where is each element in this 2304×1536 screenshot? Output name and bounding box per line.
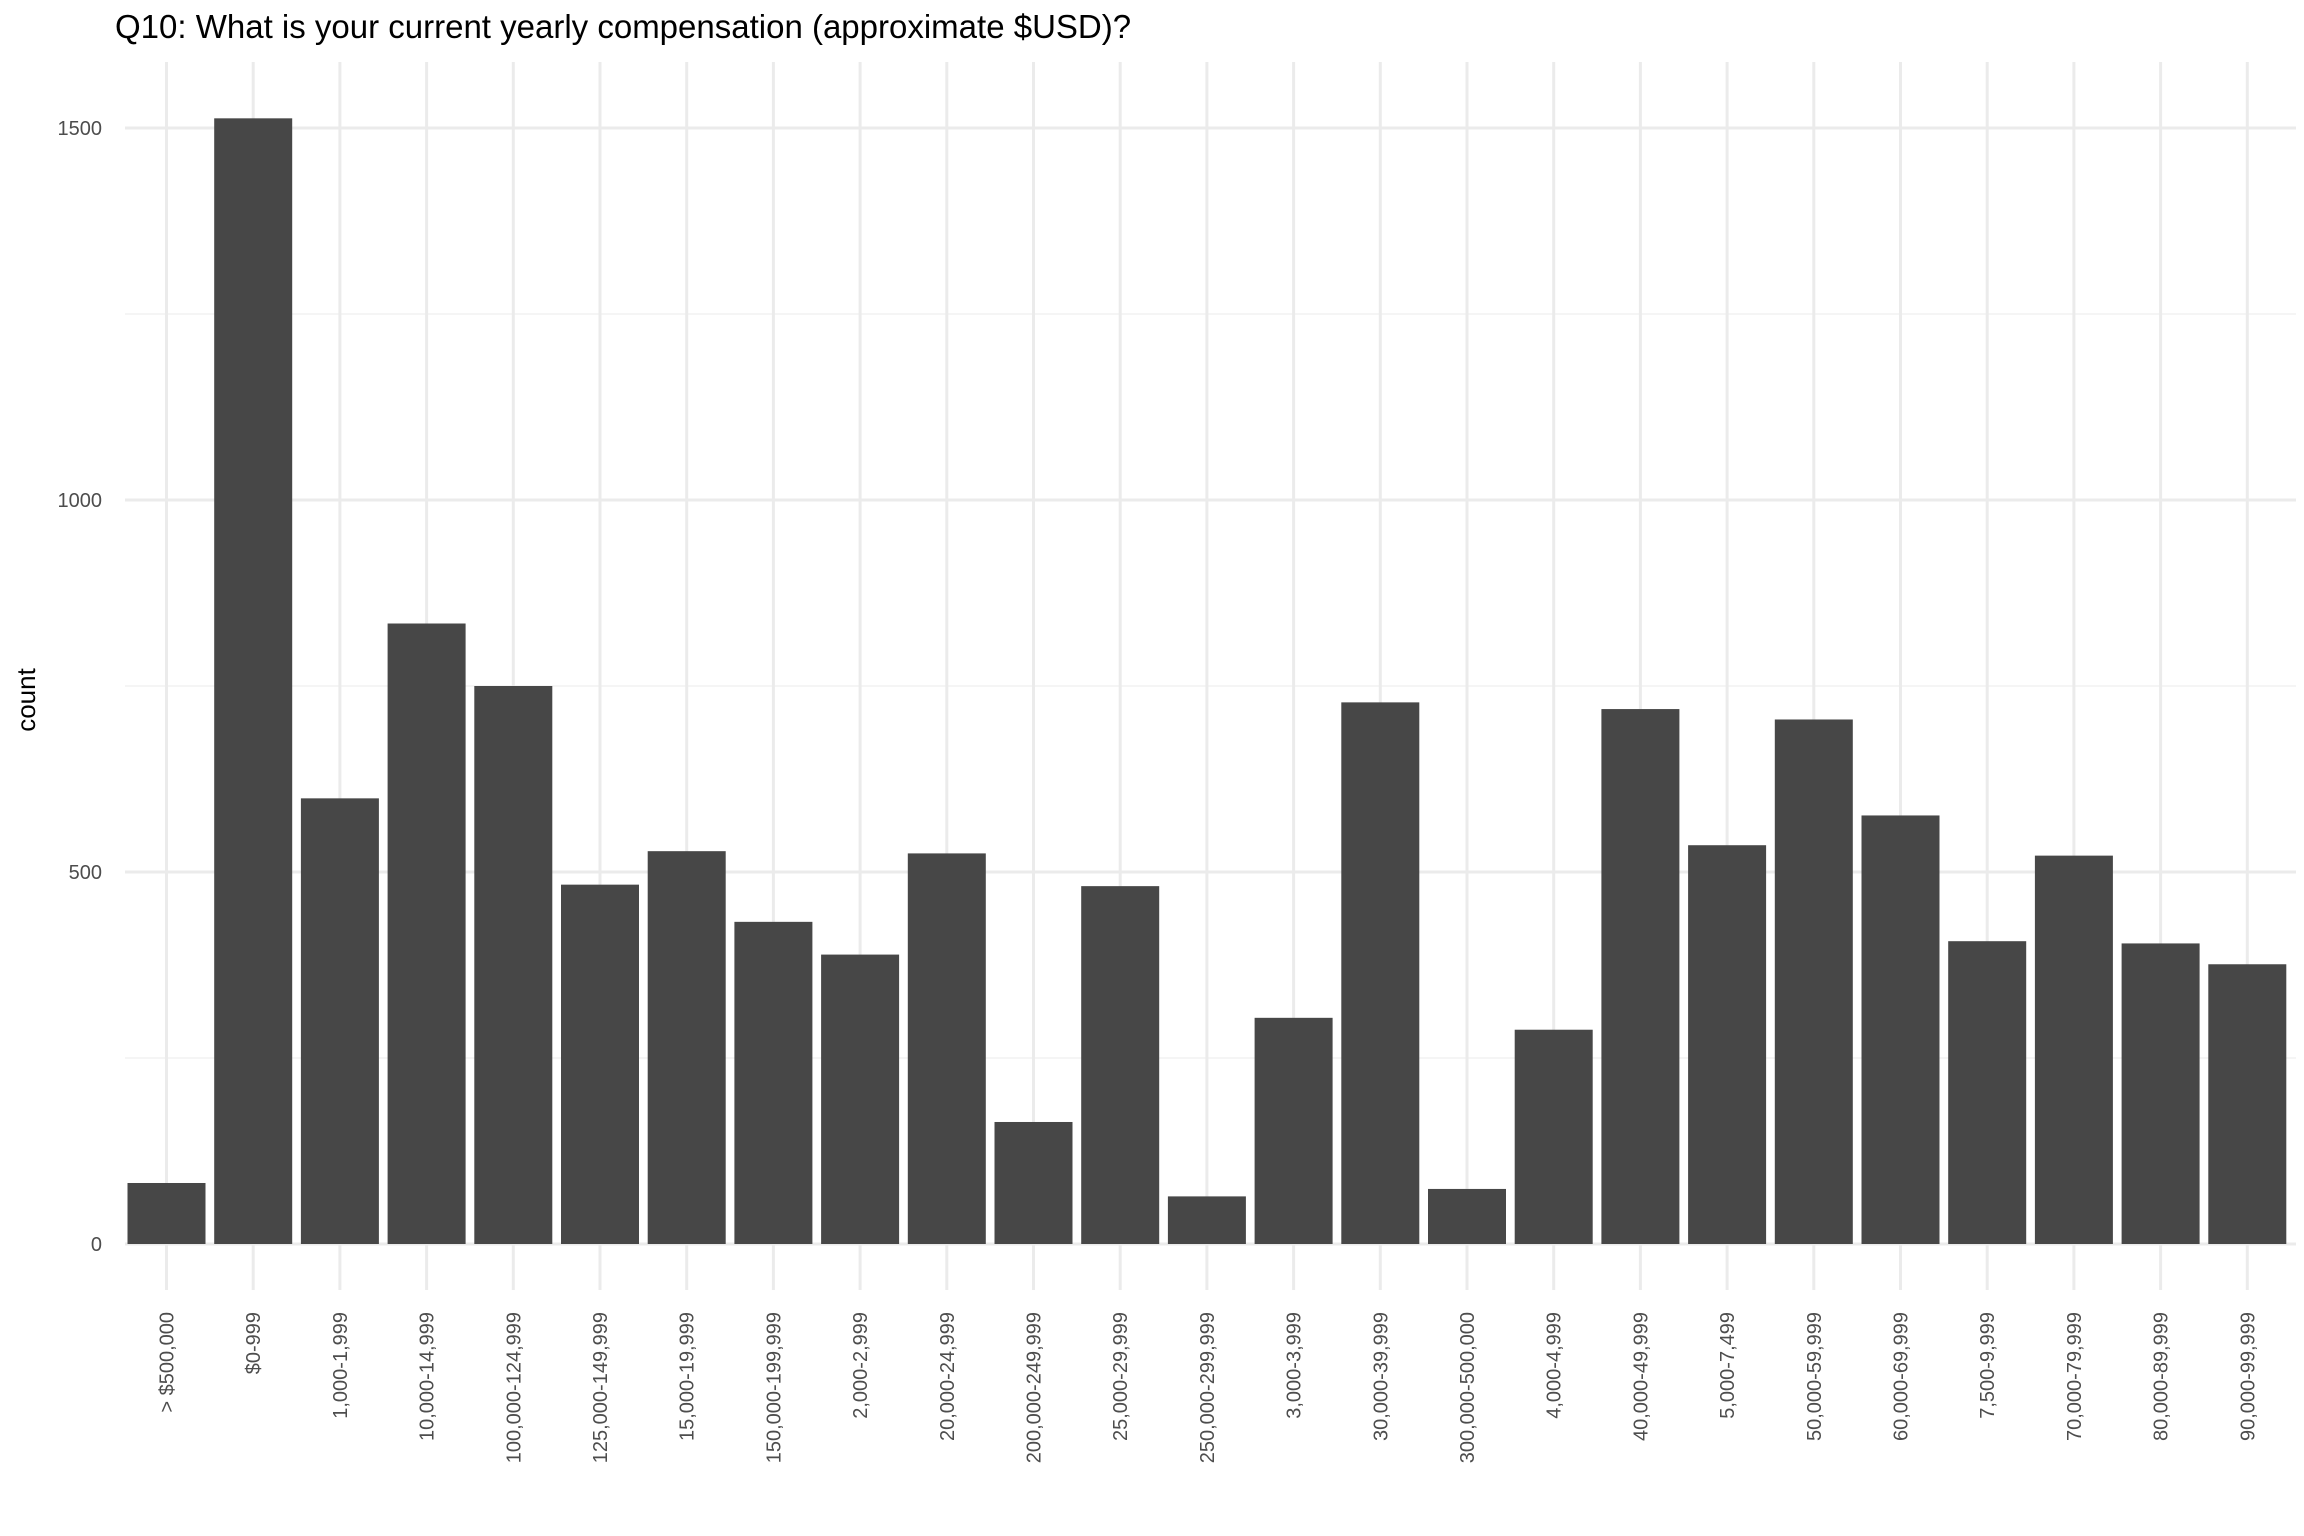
bar (1428, 1188, 1506, 1244)
x-tick-label: 5,000-7,499 (1717, 1312, 1739, 1419)
bars (127, 118, 2287, 1244)
x-tick-label: 7,500-9,999 (1977, 1312, 1999, 1419)
x-tick-label: 50,000-59,999 (1804, 1312, 1826, 1441)
bar (1167, 1196, 1246, 1244)
x-tick-label: 15,000-19,999 (677, 1312, 699, 1441)
x-tick-label: $0-999 (243, 1312, 265, 1374)
x-tick-label: 70,000-79,999 (2064, 1312, 2086, 1441)
x-axis-ticks: > $500,000 $0-999 1,000-1,999 10,000-14,999… (157, 1312, 2260, 1463)
bar (474, 686, 553, 1244)
bar (2121, 943, 2200, 1244)
x-tick-label: 60,000-69,999 (1891, 1312, 1913, 1441)
bar (561, 884, 639, 1244)
bar (1514, 1029, 1593, 1244)
x-tick-label: 80,000-89,999 (2151, 1312, 2173, 1441)
bar (1948, 941, 2027, 1244)
y-tick-label: 0 (91, 1234, 102, 1256)
bar (127, 1182, 206, 1244)
bar (1341, 702, 1420, 1244)
y-tick-label: 1500 (58, 118, 103, 140)
x-tick-label: 300,000-500,000 (1457, 1312, 1479, 1463)
x-tick-label: 40,000-49,999 (1630, 1312, 1652, 1441)
y-tick-label: 1000 (58, 490, 103, 512)
x-tick-label: 200,000-249,999 (1024, 1312, 1046, 1463)
x-tick-label: 2,000-2,999 (850, 1312, 872, 1419)
x-tick-label: 90,000-99,999 (2237, 1312, 2259, 1441)
bar (734, 921, 813, 1244)
bar (1688, 845, 1767, 1244)
x-tick-label: 10,000-14,999 (417, 1312, 439, 1441)
bar (907, 853, 986, 1244)
bar (1081, 886, 1160, 1244)
x-tick-label: 250,000-299,999 (1197, 1312, 1219, 1463)
x-tick-label: 100,000-124,999 (503, 1312, 525, 1463)
y-tick-label: 500 (69, 862, 102, 884)
bar (387, 623, 466, 1244)
bar (1254, 1017, 1333, 1244)
bar (647, 851, 726, 1244)
x-tick-label: 4,000-4,999 (1544, 1312, 1566, 1419)
y-axis-ticks: 0 500 1000 1500 (58, 118, 103, 1256)
x-tick-label: 30,000-39,999 (1370, 1312, 1392, 1441)
bar (214, 118, 293, 1244)
bar (1774, 719, 1853, 1244)
bar (1601, 709, 1680, 1244)
bar (2034, 855, 2113, 1244)
y-axis-title: count (11, 667, 41, 731)
bar (994, 1121, 1073, 1244)
chart-title: Q10: What is your current yearly compens… (115, 8, 1132, 45)
x-tick-label: 125,000-149,999 (590, 1312, 612, 1463)
bar (300, 798, 379, 1244)
x-tick-label: 20,000-24,999 (937, 1312, 959, 1441)
x-tick-label: 3,000-3,999 (1284, 1312, 1306, 1419)
x-tick-label: 150,000-199,999 (763, 1312, 785, 1463)
x-tick-label: 1,000-1,999 (330, 1312, 352, 1419)
x-tick-label: > $500,000 (157, 1312, 179, 1413)
x-tick-label: 25,000-29,999 (1110, 1312, 1132, 1441)
bar (1861, 815, 1940, 1244)
bar (2208, 964, 2287, 1244)
bar (821, 954, 900, 1244)
